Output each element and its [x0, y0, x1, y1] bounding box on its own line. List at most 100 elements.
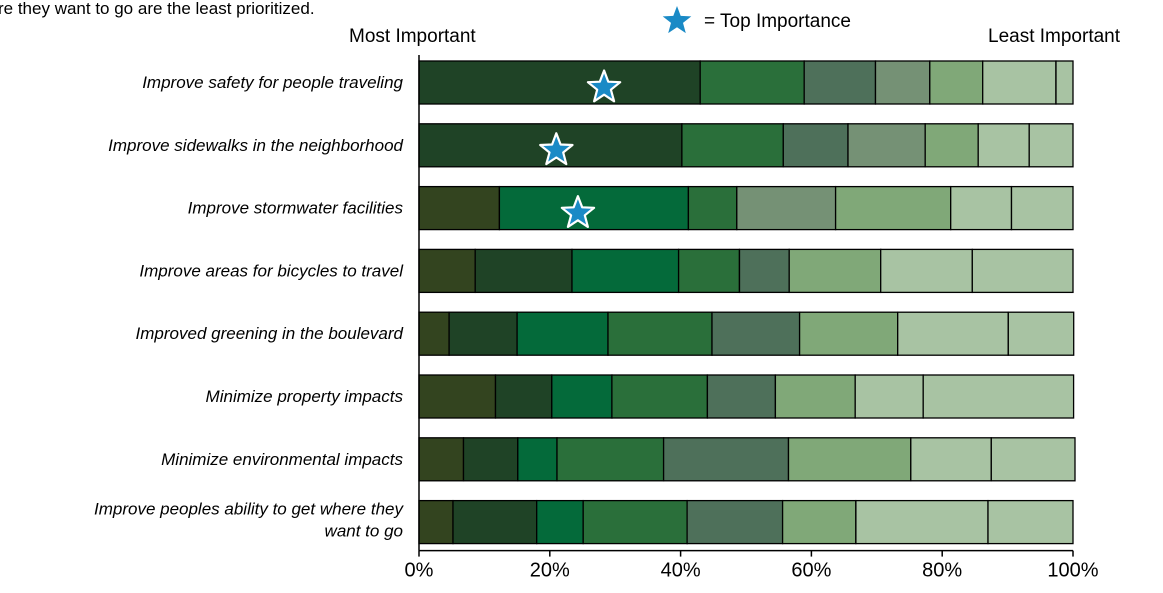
- top-importance-star-icon: [539, 132, 574, 166]
- category-label-line: Improve stormwater facilities: [188, 199, 404, 218]
- bar-segment: [677, 248, 741, 294]
- x-axis: 0% 20% 40% 60% 80% 100%: [405, 55, 1099, 582]
- bar-segment: [418, 185, 501, 231]
- bars-layer: [418, 60, 1076, 545]
- bar-segment: [418, 374, 497, 419]
- bar-segment: [1028, 123, 1074, 168]
- bar-segment: [929, 60, 984, 105]
- bar-segment: [854, 374, 924, 419]
- category-label-line: want to go: [325, 522, 403, 541]
- x-tick-label: 100%: [1047, 560, 1098, 582]
- bar-segment: [462, 437, 519, 482]
- bar-segment: [494, 374, 553, 419]
- bar-segment: [448, 311, 518, 356]
- bar-row: [418, 60, 1074, 105]
- x-tick-label: 20%: [530, 560, 570, 582]
- bar-segment: [571, 248, 680, 294]
- bar-segment: [611, 374, 709, 419]
- category-label: Minimize property impacts: [206, 387, 404, 406]
- bar-segment: [910, 437, 992, 482]
- category-label-line: Improve areas for bicycles to travel: [139, 261, 404, 280]
- bar-segment: [950, 185, 1013, 231]
- category-label-line: Improved greening in the boulevard: [136, 324, 404, 343]
- bar-segment: [971, 248, 1074, 294]
- bar-segment: [987, 499, 1074, 545]
- bar-row: [418, 374, 1075, 419]
- bar-segment: [798, 311, 899, 356]
- bar-segment: [517, 437, 558, 482]
- bar-segment: [880, 248, 973, 294]
- bar-segment: [774, 374, 856, 419]
- bar-segment: [687, 185, 738, 231]
- bar-segment: [681, 123, 784, 168]
- category-label: Minimize environmental impacts: [161, 450, 403, 469]
- bar-segment: [556, 437, 665, 482]
- category-label: Improve stormwater facilities: [188, 199, 404, 218]
- bar-segment: [418, 311, 450, 356]
- legend-label: = Top Importance: [704, 11, 851, 32]
- legend: = Top Importance: [662, 6, 851, 34]
- x-tick-label: 40%: [661, 560, 701, 582]
- category-label-line: Minimize property impacts: [206, 387, 404, 406]
- bar-segment: [1010, 185, 1074, 231]
- bar-segment: [855, 499, 989, 545]
- top-importance-star-icon: [586, 69, 622, 103]
- category-label-line: Improve safety for people traveling: [142, 73, 403, 92]
- bar-segment: [834, 185, 952, 231]
- bar-segment: [990, 437, 1076, 482]
- bar-segment: [788, 248, 882, 294]
- bar-row: [418, 185, 1074, 231]
- bar-segment: [1055, 60, 1074, 105]
- bar-segment: [787, 437, 912, 482]
- most-important-label: Most Important: [349, 26, 476, 47]
- category-label: Improve peoples ability to get where the…: [94, 500, 405, 541]
- bar-segment: [418, 60, 701, 105]
- bar-segment: [706, 374, 777, 419]
- bar-row: [418, 499, 1074, 545]
- bar-segment: [736, 185, 837, 231]
- top-importance-star-icon: [560, 195, 596, 228]
- bar-segment: [874, 60, 931, 105]
- category-label: Improved greening in the boulevard: [136, 324, 404, 343]
- bar-segment: [711, 311, 801, 356]
- bar-segment: [452, 499, 538, 545]
- bar-segment: [924, 123, 979, 168]
- category-label-line: Minimize environmental impacts: [161, 450, 403, 469]
- bar-segment: [418, 248, 476, 294]
- category-label-line: Improve sidewalks in the neighborhood: [108, 136, 403, 155]
- bar-segment: [551, 374, 613, 419]
- least-important-label: Least Important: [988, 26, 1121, 47]
- bar-segment: [686, 499, 784, 545]
- bar-segment: [516, 311, 609, 356]
- bar-segment: [782, 123, 849, 168]
- bar-segment: [738, 248, 790, 294]
- x-tick-label: 0%: [405, 560, 434, 582]
- bar-row: [418, 437, 1076, 482]
- bar-segment: [847, 123, 926, 168]
- bar-segment: [897, 311, 1009, 356]
- bar-segment: [582, 499, 688, 545]
- x-tick-label: 60%: [791, 560, 831, 582]
- bar-segment: [418, 437, 465, 482]
- category-label: Improve areas for bicycles to travel: [139, 261, 404, 280]
- bar-segment: [977, 123, 1030, 168]
- category-label: Improve safety for people traveling: [142, 73, 403, 92]
- bar-row: [418, 248, 1074, 294]
- bar-segment: [781, 499, 857, 545]
- category-label-line: Improve peoples ability to get where the…: [94, 500, 405, 519]
- cut-off-caption: re they want to go are the least priorit…: [0, 0, 315, 18]
- bar-segment: [662, 437, 790, 482]
- bar-segment: [699, 60, 805, 105]
- bar-segment: [803, 60, 877, 105]
- bar-segment: [536, 499, 584, 545]
- bar-segment: [982, 60, 1057, 105]
- x-tick-label: 80%: [922, 560, 962, 582]
- bar-segment: [607, 311, 713, 356]
- bar-segment: [418, 499, 454, 545]
- bar-row: [418, 311, 1075, 356]
- category-labels: Improve safety for people traveling Impro…: [94, 73, 405, 541]
- bar-row: [418, 123, 1074, 168]
- bar-segment: [474, 248, 573, 294]
- category-label: Improve sidewalks in the neighborhood: [108, 136, 403, 155]
